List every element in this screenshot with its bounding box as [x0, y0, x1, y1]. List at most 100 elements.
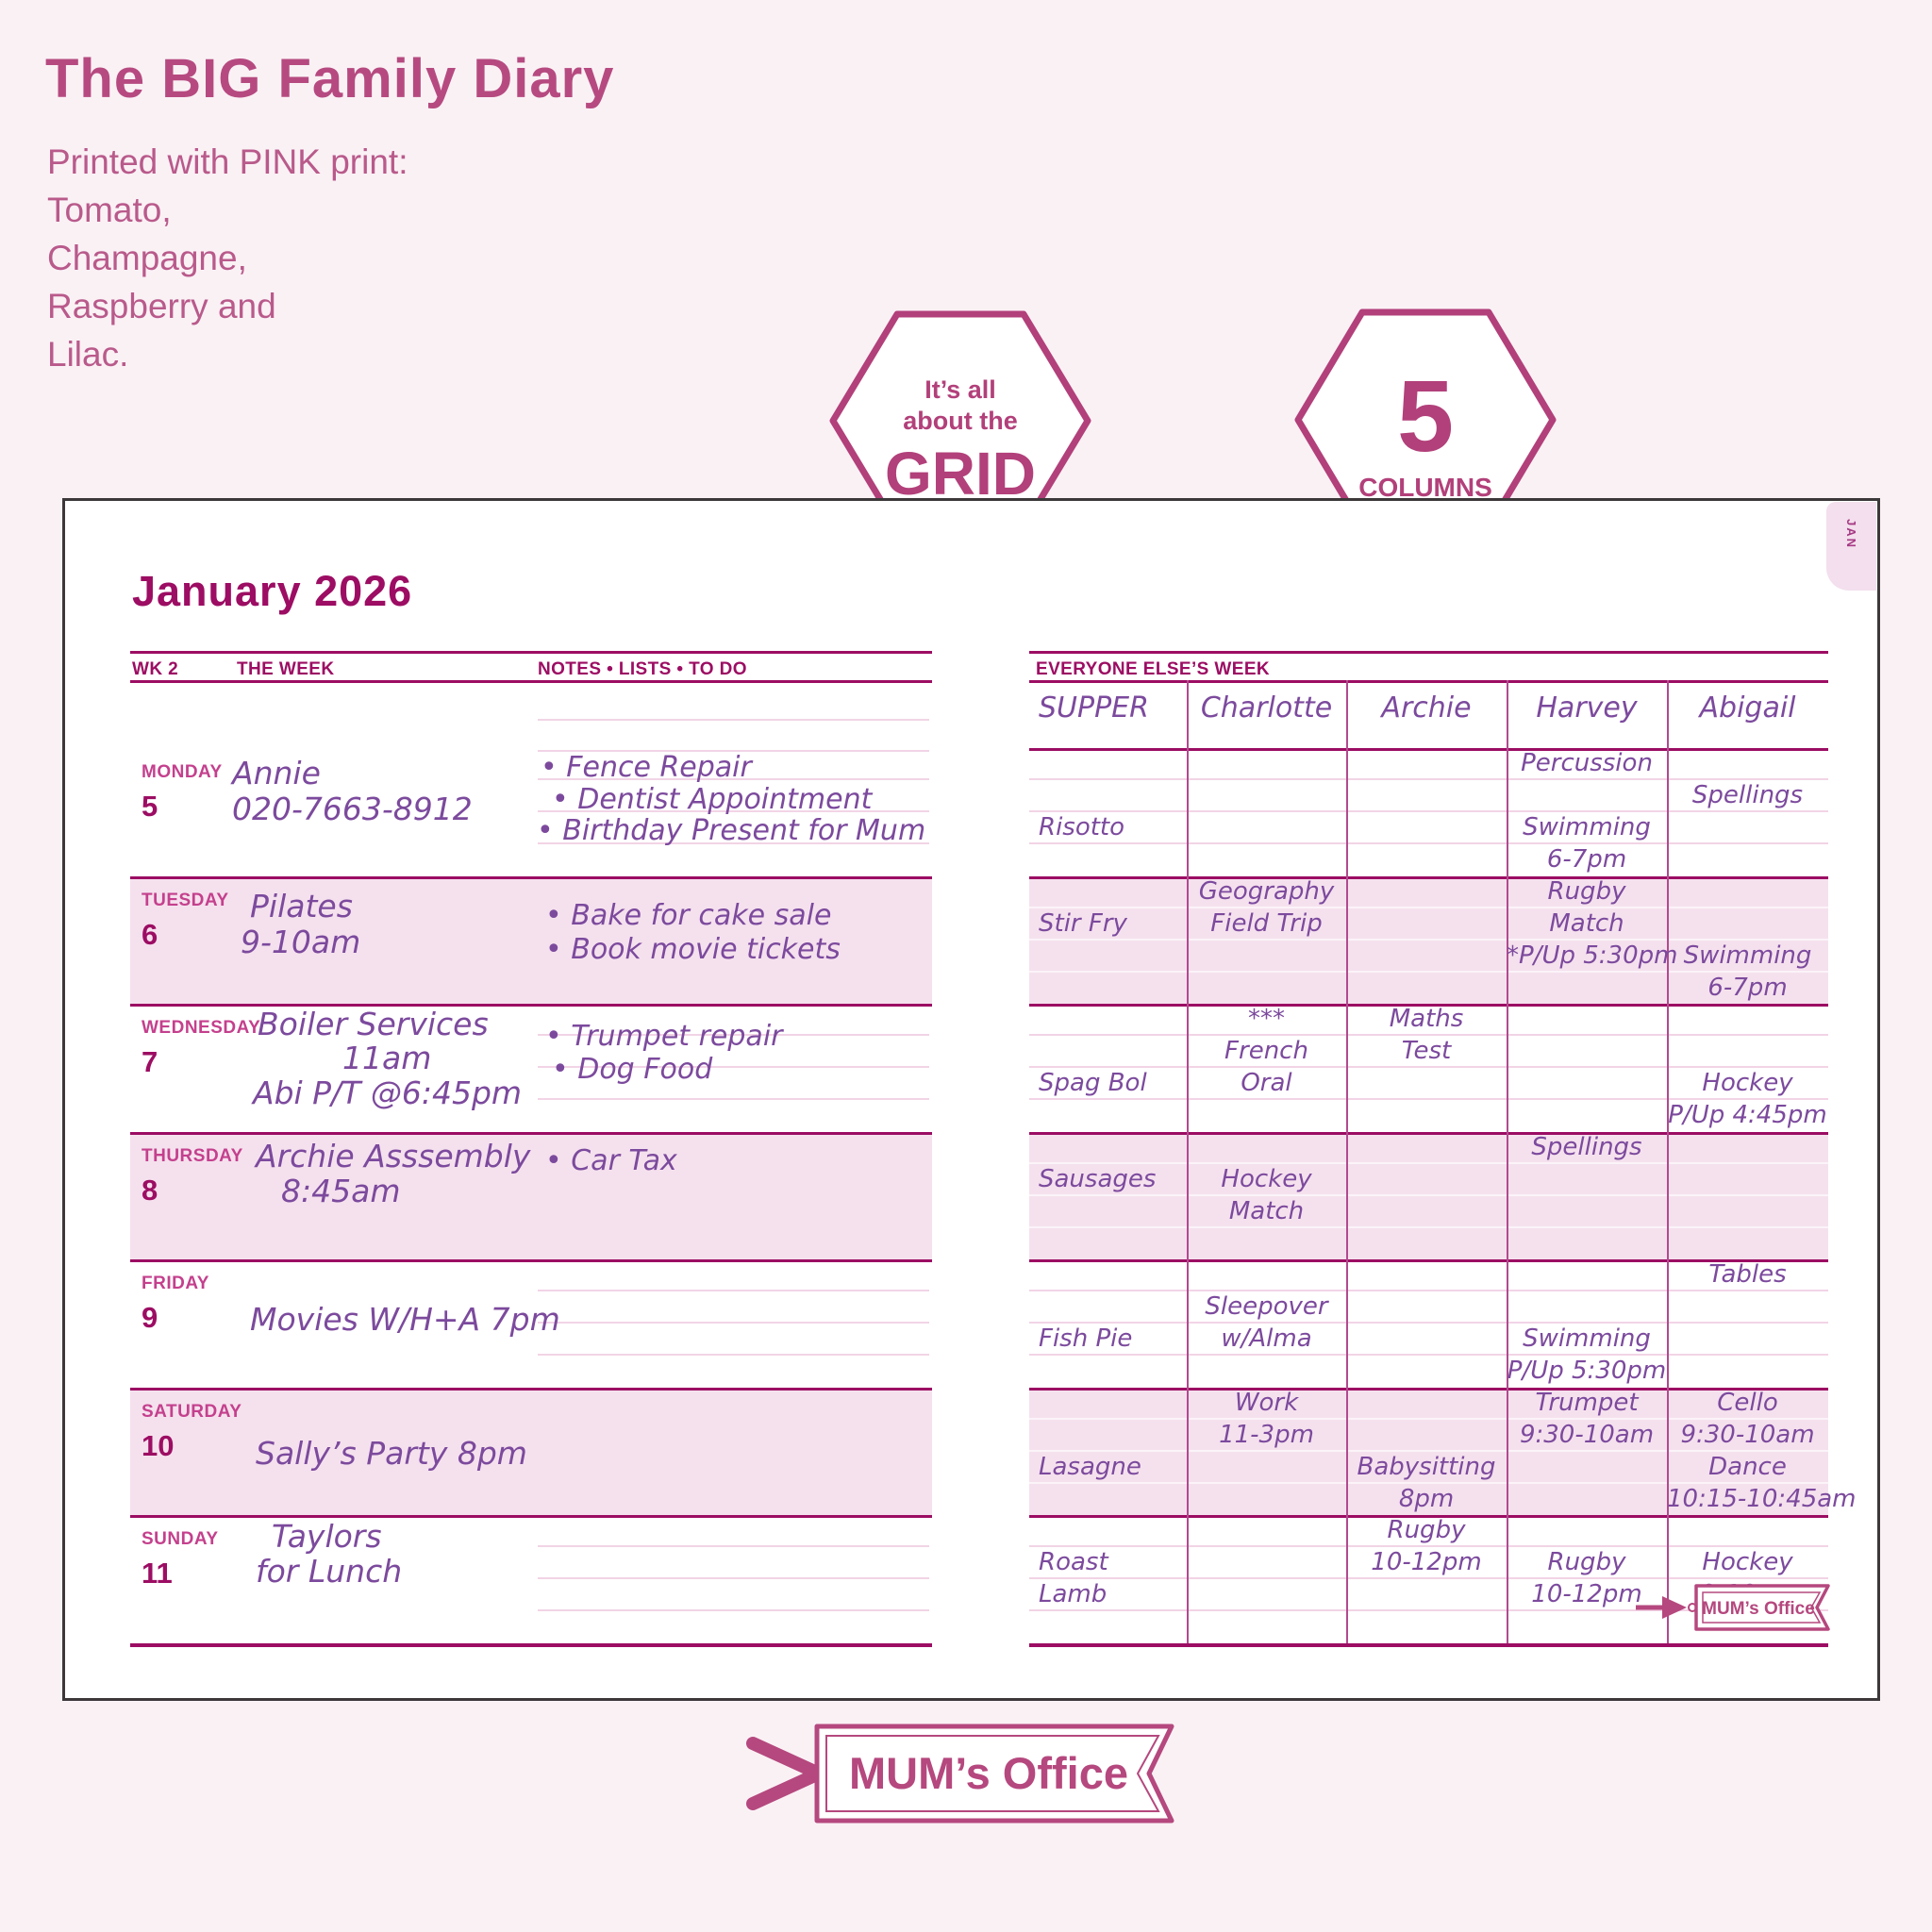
grid-cell-entry: 8pm	[1398, 1484, 1455, 1513]
grid-cell-entry: Fish Pie	[1039, 1324, 1133, 1353]
row-divider-rule	[1029, 1259, 1828, 1262]
day-name-label: MONDAY	[142, 762, 223, 782]
day-name-label: FRIDAY	[142, 1274, 209, 1293]
day-number: 10	[142, 1429, 175, 1462]
grid-cell-entry: 11-3pm	[1219, 1420, 1314, 1449]
ruled-line	[1029, 1098, 1828, 1100]
week-entry: Sally’s Party 8pm	[256, 1435, 527, 1472]
column-separator	[1346, 680, 1348, 1643]
day-number: 9	[142, 1301, 158, 1334]
ruled-line	[538, 1609, 929, 1611]
logo-banner-inner-border	[825, 1735, 1160, 1812]
header-rule	[1029, 748, 1828, 751]
ruled-line	[1029, 842, 1828, 844]
day-number: 11	[142, 1557, 173, 1590]
ruled-line	[538, 1577, 929, 1579]
grid-cell-entry: Hockey	[1702, 1068, 1793, 1097]
grid-cell-entry: Match	[1549, 908, 1624, 938]
row-divider-rule	[130, 1515, 932, 1518]
day-name-label: THURSDAY	[142, 1146, 243, 1166]
grid-cell-entry: Match	[1228, 1196, 1305, 1225]
ruled-line	[1029, 1418, 1828, 1420]
subtitle-line: Champagne,	[47, 239, 247, 277]
ruled-line	[1029, 1482, 1828, 1484]
ruled-line	[538, 1354, 929, 1356]
grid-cell-entry: Lasagne	[1039, 1452, 1141, 1481]
logo-ribbon-lower	[746, 1767, 825, 1810]
grid-cell-entry: Swimming	[1683, 941, 1812, 970]
person-name: Abigail	[1699, 691, 1796, 724]
person-name: Archie	[1381, 691, 1472, 724]
ruled-line	[538, 810, 929, 812]
badge-grid-line1: It’s all	[924, 375, 996, 404]
ruled-line	[538, 1098, 929, 1100]
logo-text: MUM’s Office	[849, 1748, 1128, 1798]
grid-cell-entry: Stir Fry	[1039, 908, 1127, 938]
ruled-line	[538, 1034, 929, 1036]
grid-cell-entry: Geography	[1198, 877, 1335, 906]
grid-cell-entry: Cello	[1717, 1389, 1778, 1417]
grid-cell-entry: 10:15-10:45am	[1667, 1484, 1857, 1513]
grid-cell-entry: ***	[1248, 1005, 1285, 1033]
corner-brand-tag: MUM’s Office	[1636, 1584, 1830, 1631]
page-title: The BIG Family Diary	[45, 48, 615, 109]
ruled-line	[1029, 1194, 1828, 1196]
ruled-line	[538, 778, 929, 780]
ruled-line	[1029, 1290, 1828, 1291]
grid-cell-entry: Maths	[1389, 1005, 1464, 1033]
ruled-line	[1029, 1354, 1828, 1356]
week-entry: Annie	[232, 755, 321, 791]
note-entry: • Bake for cake sale	[545, 899, 832, 932]
ruled-line	[1029, 939, 1828, 941]
shaded-band	[130, 1132, 932, 1259]
badge-columns-number: 5	[1397, 358, 1454, 473]
row-divider-rule	[1029, 1515, 1828, 1518]
subtitle: Printed with PINK print: Tomato, Champagne…	[47, 138, 408, 378]
person-name: Charlotte	[1200, 691, 1333, 724]
note-entry: • Car Tax	[545, 1144, 677, 1177]
row-divider-rule	[130, 876, 932, 879]
logo-banner-shape	[814, 1724, 1174, 1824]
grid-cell-entry: 6-7pm	[1707, 973, 1788, 1002]
ruled-line	[1029, 1034, 1828, 1036]
row-divider-rule	[130, 1004, 932, 1007]
ruled-line	[538, 1545, 929, 1547]
grid-cell-entry: Sausages	[1039, 1164, 1157, 1193]
grid-cell-entry: Spellings	[1691, 780, 1804, 809]
grid-cell-entry: Hockey	[1221, 1164, 1312, 1193]
grid-cell-entry: P/Up 5:30pm	[1507, 1356, 1667, 1385]
day-name-label: TUESDAY	[142, 891, 229, 910]
ruled-line	[1029, 810, 1828, 812]
tag-banner-inner-border	[1702, 1591, 1822, 1624]
row-divider-rule	[1029, 1388, 1828, 1391]
ruled-line	[1029, 907, 1828, 908]
grid-cell-entry: Sleepover	[1205, 1291, 1328, 1321]
grid-cell-entry: 10-12pm	[1371, 1547, 1482, 1576]
shaded-band	[130, 876, 932, 1004]
week-entry: for Lunch	[256, 1553, 403, 1590]
badge-grid-word: GRID	[885, 440, 1036, 508]
ruled-line	[538, 842, 929, 844]
subtitle-line: Lilac.	[47, 335, 129, 374]
ruled-line	[538, 1322, 929, 1324]
ruled-line	[1029, 1450, 1828, 1452]
grid-cell-entry: P/Up 4:45pm	[1668, 1100, 1827, 1129]
grid-cell-entry: 10-12pm	[1531, 1579, 1642, 1608]
week-entry: Pilates	[250, 888, 353, 924]
grid-cell-entry: Lamb	[1039, 1579, 1108, 1608]
ruled-line	[1029, 1322, 1828, 1324]
header-rule	[130, 680, 932, 683]
ruled-line	[538, 750, 929, 752]
note-entry: • Book movie tickets	[545, 933, 841, 966]
row-divider-rule	[1029, 1132, 1828, 1135]
ruled-line	[1029, 971, 1828, 973]
note-entry: • Trumpet repair	[545, 1020, 783, 1053]
month-tab-jan: JAN	[1826, 502, 1876, 591]
grid-cell-entry: 9:30-10am	[1519, 1420, 1655, 1449]
bottom-rule	[130, 1643, 932, 1647]
day-number: 8	[142, 1174, 158, 1207]
ruled-line	[1029, 778, 1828, 780]
grid-cell-entry: Babysitting	[1357, 1452, 1496, 1481]
grid-cell-entry: Rugby	[1387, 1516, 1466, 1544]
